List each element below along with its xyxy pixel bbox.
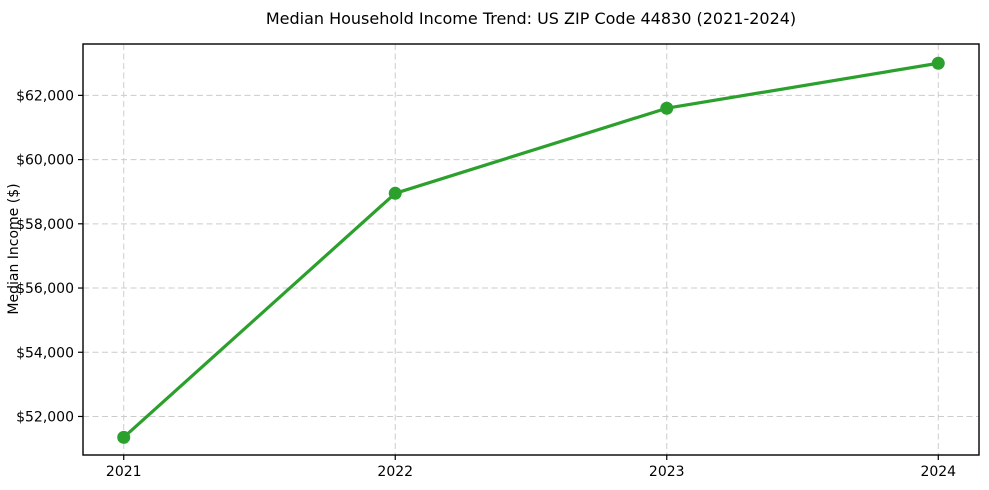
trend-line [122,61,940,439]
x-tick-label: 2023 [649,464,685,480]
y-tick-label: $60,000 [16,153,74,169]
axis-frame [82,43,980,456]
y-axis-label: Median Income ($) [6,183,22,315]
y-tick-label: $62,000 [16,88,74,104]
data-point-marker [660,101,674,115]
data-point-marker [117,430,131,444]
y-tick-label: $58,000 [16,217,74,233]
x-tick-label: 2021 [106,464,142,480]
y-tick-label: $54,000 [16,345,74,361]
data-point-marker [388,186,402,200]
chart-title: Median Household Income Trend: US ZIP Co… [265,9,797,28]
x-tick-label: 2022 [377,464,413,480]
y-tick-label: $52,000 [16,409,74,425]
y-tick-label: $56,000 [16,281,74,297]
data-point-marker [931,56,945,70]
x-tick-label: 2024 [920,464,956,480]
